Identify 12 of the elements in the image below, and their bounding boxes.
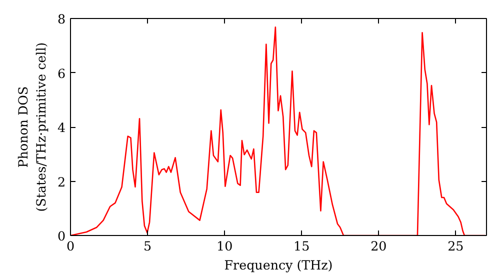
x-tick-label: 5 bbox=[144, 238, 152, 254]
y-tick-label: 2 bbox=[57, 174, 66, 190]
x-tick-label: 10 bbox=[216, 238, 233, 254]
x-axis-title: Frequency (THz) bbox=[224, 258, 333, 272]
x-tick-label: 15 bbox=[294, 238, 310, 254]
y-tick-label: 4 bbox=[57, 120, 66, 135]
y-axis-title: Phonon DOS (States/THz·primitive cell) bbox=[15, 42, 48, 212]
y-tick-label: 6 bbox=[57, 66, 66, 81]
x-tick-label: 20 bbox=[370, 238, 387, 254]
y-tick-label: 0 bbox=[57, 228, 66, 244]
x-tick-label: 25 bbox=[448, 238, 464, 254]
y-tick-label: 8 bbox=[57, 12, 66, 26]
